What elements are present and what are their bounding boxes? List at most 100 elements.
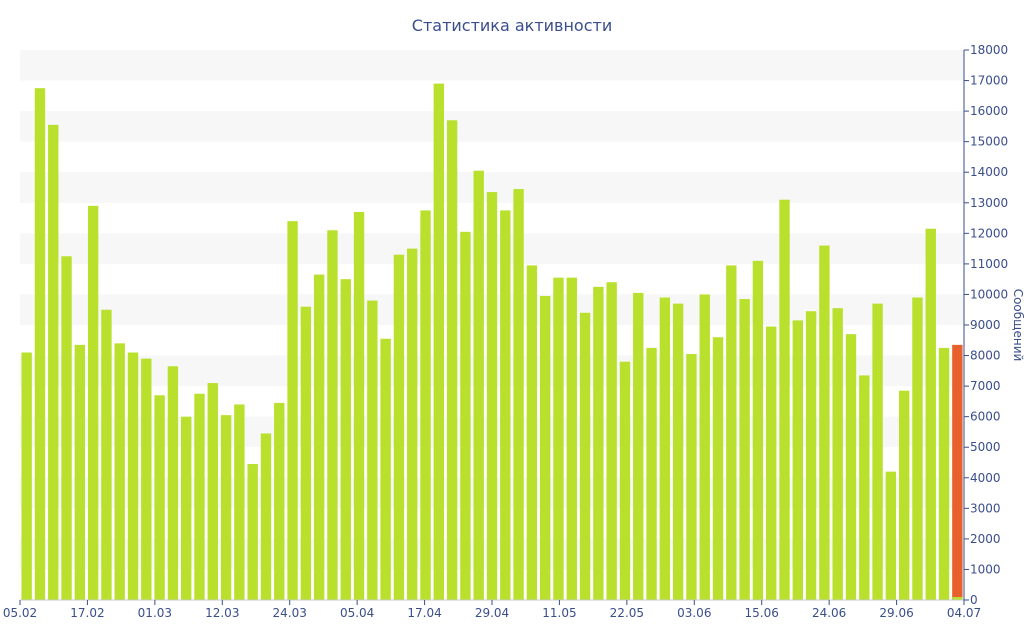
bar: [433, 83, 445, 601]
x-tick-label: 04.07: [947, 606, 981, 620]
y-tick-label: 6000: [970, 410, 1001, 424]
bar: [686, 354, 697, 600]
bar: [61, 256, 72, 600]
bar: [407, 248, 418, 600]
bar: [726, 265, 737, 600]
x-tick-label: 17.02: [70, 606, 104, 620]
bar: [752, 260, 764, 600]
y-tick-label: 13000: [970, 196, 1008, 210]
bar: [739, 299, 750, 600]
x-tick-label: 11.05: [542, 606, 576, 620]
x-tick-label: 12.03: [205, 606, 239, 620]
bar-current: [952, 344, 963, 600]
bar: [460, 231, 471, 601]
x-tick-label: 03.06: [677, 606, 711, 620]
bar: [154, 395, 165, 600]
y-tick-label: 10000: [970, 287, 1008, 301]
bar: [21, 352, 32, 600]
bar: [633, 292, 644, 600]
x-tick-label: 05.02: [3, 606, 37, 620]
bar: [207, 383, 218, 600]
bar: [287, 221, 298, 600]
bar: [300, 306, 312, 600]
bar-series: [21, 83, 963, 601]
bar: [486, 192, 498, 601]
bar: [313, 274, 325, 600]
bar: [234, 404, 245, 600]
bar: [473, 170, 484, 600]
y-tick-label: 8000: [970, 349, 1001, 363]
bar: [566, 277, 577, 600]
y-tick-label: 4000: [970, 471, 1001, 485]
bar: [367, 300, 378, 600]
grid-band: [20, 50, 964, 81]
y-tick-label: 0: [970, 593, 978, 607]
bar: [220, 415, 232, 600]
bar: [659, 297, 671, 600]
bar: [792, 320, 803, 600]
y-tick-label: 3000: [970, 501, 1001, 515]
y-axis-ticks: 0 1000 2000 3000 4000 5000 6000 7000 8000 9000 100…: [964, 43, 1008, 607]
bar: [898, 390, 910, 600]
x-tick-label: 15.06: [745, 606, 779, 620]
x-tick-label: 29.06: [879, 606, 913, 620]
bar: [141, 358, 152, 600]
bar: [127, 352, 139, 600]
y-tick-label: 16000: [970, 104, 1008, 118]
bar: [34, 88, 46, 600]
x-tick-label: 05.04: [340, 606, 374, 620]
bar: [766, 326, 777, 600]
y-tick-label: 12000: [970, 226, 1008, 240]
y-tick-label: 14000: [970, 165, 1008, 179]
chart-title: Статистика активности: [412, 16, 612, 35]
bar: [380, 338, 391, 600]
bar: [167, 366, 179, 600]
x-axis-ticks: 05.02 17.02 01.03 12.03 24.03 05.04 17.04 29.04…: [3, 600, 981, 620]
bar: [513, 189, 524, 600]
y-tick-label: 18000: [970, 43, 1008, 57]
bar: [859, 375, 870, 600]
x-tick-label: 29.04: [475, 606, 509, 620]
bar: [87, 205, 99, 601]
y-tick-label: 17000: [970, 74, 1008, 88]
bar-current-base: [952, 597, 963, 600]
bar: [48, 124, 59, 600]
bar: [699, 294, 710, 600]
bar: [832, 308, 843, 600]
bar: [672, 303, 684, 600]
bar: [420, 210, 431, 600]
bar: [327, 230, 338, 600]
x-tick-label: 24.06: [812, 606, 846, 620]
bar: [181, 416, 192, 600]
y-tick-label: 9000: [970, 318, 1001, 332]
bar: [500, 210, 511, 600]
bar: [247, 464, 258, 600]
bar: [938, 347, 950, 600]
x-tick-label: 22.05: [610, 606, 644, 620]
bar: [114, 343, 125, 600]
bar: [805, 311, 817, 600]
bar: [194, 393, 205, 600]
bar: [712, 337, 724, 600]
bar: [819, 245, 830, 601]
bar: [779, 199, 790, 600]
grid-band: [20, 111, 964, 142]
bar: [845, 334, 857, 600]
bar: [274, 402, 285, 600]
y-tick-label: 1000: [970, 562, 1001, 576]
y-tick-label: 5000: [970, 440, 1001, 454]
bar: [446, 120, 458, 601]
y-tick-label: 11000: [970, 257, 1008, 271]
y-tick-label: 15000: [970, 135, 1008, 149]
bar: [885, 471, 897, 600]
bar: [74, 344, 86, 600]
bar: [593, 286, 604, 600]
bar: [340, 279, 351, 600]
bar: [353, 211, 365, 600]
x-tick-label: 17.04: [407, 606, 441, 620]
bar: [101, 309, 112, 600]
bar: [912, 297, 923, 600]
bar: [619, 361, 631, 600]
bar: [646, 347, 657, 600]
